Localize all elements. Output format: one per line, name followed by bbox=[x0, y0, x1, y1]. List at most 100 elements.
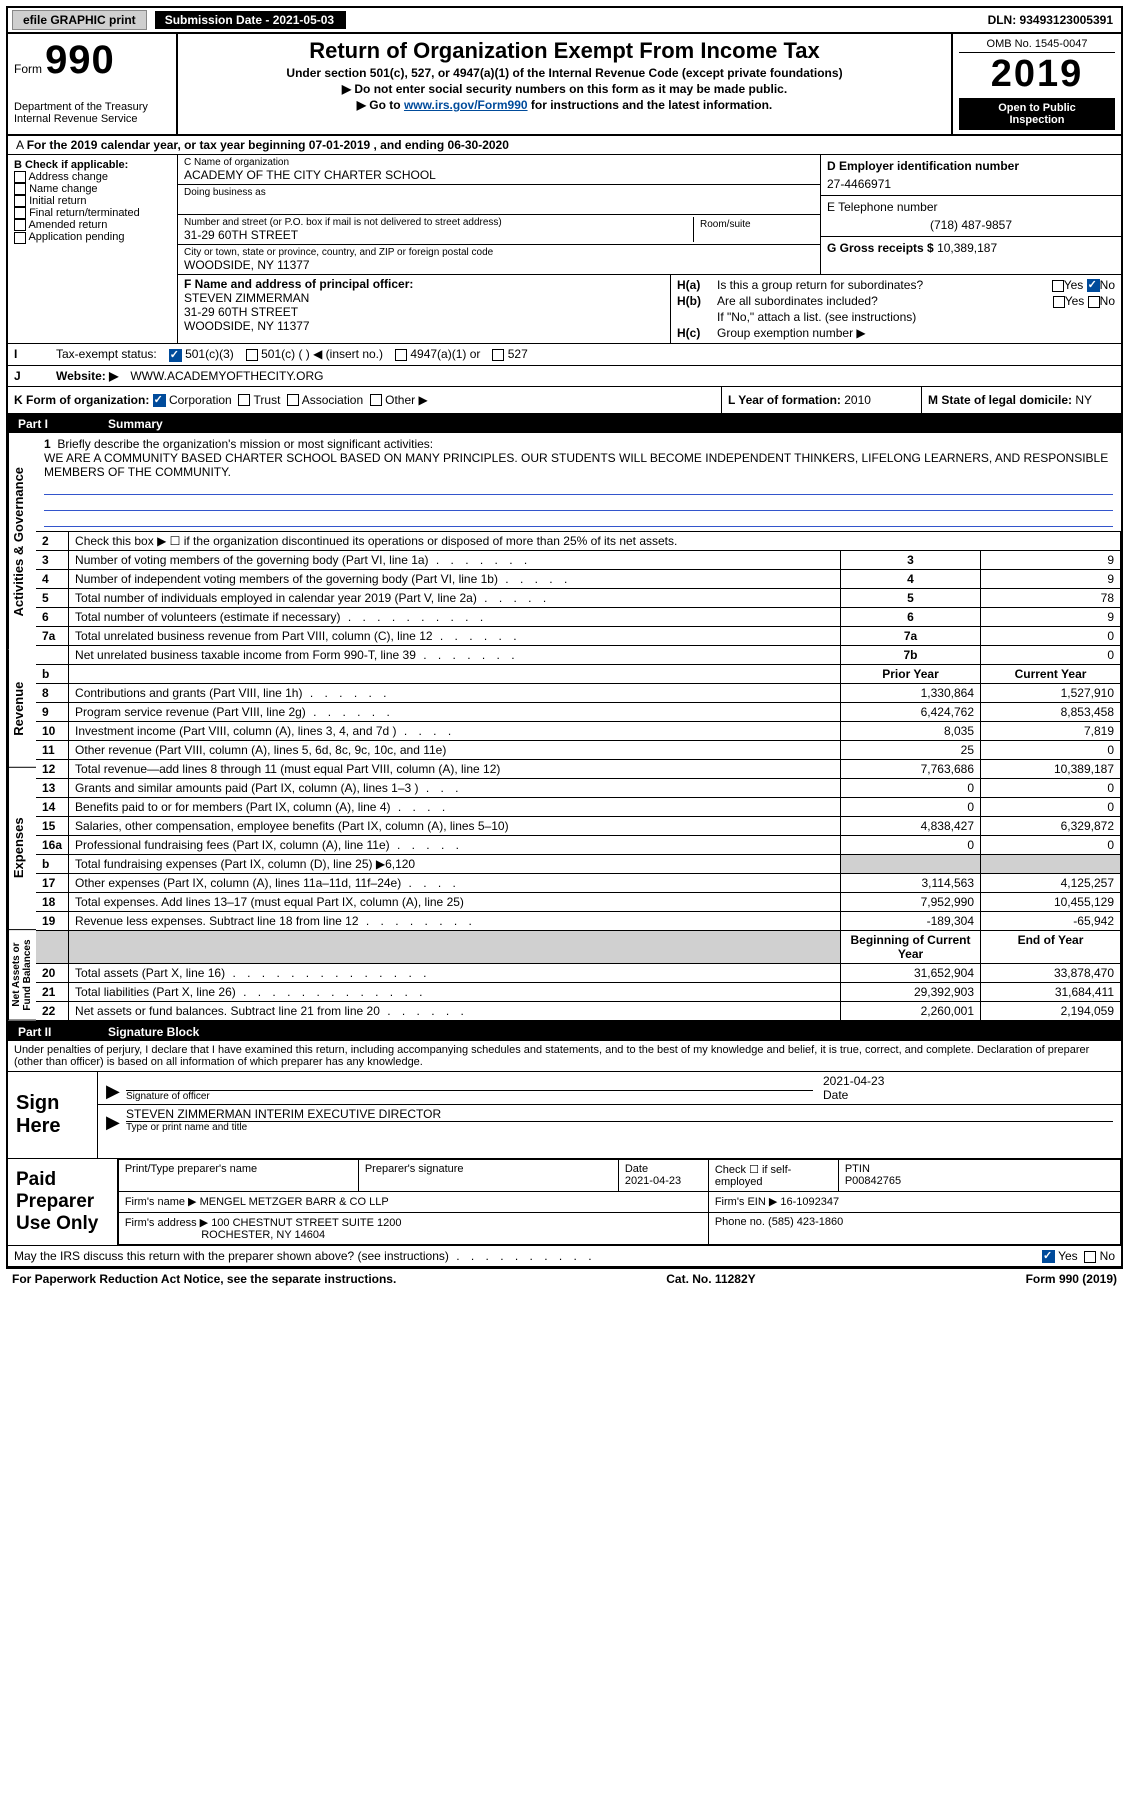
cb-address-change[interactable] bbox=[14, 171, 26, 183]
mission-text: WE ARE A COMMUNITY BASED CHARTER SCHOOL … bbox=[44, 451, 1108, 479]
cb-amended[interactable] bbox=[14, 219, 26, 231]
firm-name: MENGEL METZGER BARR & CO LLP bbox=[200, 1196, 389, 1208]
firm-phone: (585) 423-1860 bbox=[768, 1216, 843, 1228]
part2-body: Under penalties of perjury, I declare th… bbox=[6, 1041, 1123, 1268]
cb-corporation[interactable] bbox=[153, 394, 166, 407]
cb-initial-return[interactable] bbox=[14, 195, 26, 207]
year-formation: L Year of formation: 2010 bbox=[721, 387, 921, 413]
entity-section: A For the 2019 calendar year, or tax yea… bbox=[6, 136, 1123, 415]
sig-date-label: Date bbox=[823, 1088, 1113, 1102]
cb-other[interactable] bbox=[370, 394, 382, 406]
form-number: 990 bbox=[45, 38, 115, 82]
form-label: Form bbox=[14, 62, 42, 76]
gross-receipts-value: 10,389,187 bbox=[937, 241, 997, 255]
irs-link[interactable]: www.irs.gov/Form990 bbox=[404, 98, 528, 112]
cb-association[interactable] bbox=[287, 394, 299, 406]
cb-app-pending[interactable] bbox=[14, 232, 26, 244]
header-right: OMB No. 1545-0047 2019 Open to Public In… bbox=[951, 34, 1121, 134]
ein-label: D Employer identification number bbox=[827, 159, 1115, 173]
discuss-row: May the IRS discuss this return with the… bbox=[8, 1245, 1121, 1266]
declaration-text: Under penalties of perjury, I declare th… bbox=[8, 1041, 1121, 1072]
dba-label: Doing business as bbox=[184, 187, 814, 198]
subtitle-3: ▶ Go to www.irs.gov/Form990 for instruct… bbox=[184, 98, 945, 112]
sig-date-value: 2021-04-23 bbox=[823, 1074, 1113, 1088]
header-center: Return of Organization Exempt From Incom… bbox=[178, 34, 951, 134]
form-header: Form 990 Department of the Treasury Inte… bbox=[6, 34, 1123, 136]
print-name-label: Type or print name and title bbox=[126, 1121, 1113, 1133]
officer-addr1: 31-29 60TH STREET bbox=[184, 305, 664, 319]
cb-501c3[interactable] bbox=[169, 349, 182, 362]
part1-header: Part I Summary bbox=[6, 415, 1123, 433]
part2-header: Part II Signature Block bbox=[6, 1023, 1123, 1041]
tax-status-row: I Tax-exempt status: 501(c)(3) 501(c) ( … bbox=[8, 343, 1121, 364]
cb-discuss-no[interactable] bbox=[1084, 1251, 1096, 1263]
tax-year-line: A For the 2019 calendar year, or tax yea… bbox=[8, 136, 1121, 155]
form-title: Return of Organization Exempt From Incom… bbox=[184, 38, 945, 64]
vtab-expenses: Expenses bbox=[8, 767, 36, 930]
c-name-label: C Name of organization bbox=[184, 157, 814, 168]
line1-mission: 1 Briefly describe the organization's mi… bbox=[36, 433, 1121, 532]
paid-preparer-block: Paid Preparer Use Only Print/Type prepar… bbox=[8, 1158, 1121, 1245]
cb-ha-no[interactable] bbox=[1087, 279, 1100, 292]
cb-hb-yes[interactable] bbox=[1053, 296, 1065, 308]
cb-501c[interactable] bbox=[246, 349, 258, 361]
cb-4947[interactable] bbox=[395, 349, 407, 361]
website-row: J Website: ▶ WWW.ACADEMYOFTHECITY.ORG bbox=[8, 365, 1121, 386]
dln-label: DLN: 93493123005391 bbox=[980, 11, 1121, 29]
governance-table: 2Check this box ▶ ☐ if the organization … bbox=[36, 532, 1121, 1021]
b-label: B Check if applicable: bbox=[14, 159, 171, 171]
footer-left: For Paperwork Reduction Act Notice, see … bbox=[12, 1272, 396, 1286]
irs-label: Internal Revenue Service bbox=[14, 113, 170, 125]
col-h-group: H(a) Is this a group return for subordin… bbox=[671, 275, 1121, 343]
col-b-checkboxes: B Check if applicable: Address change Na… bbox=[8, 155, 178, 343]
tax-year: 2019 bbox=[959, 53, 1115, 96]
firm-ein: 16-1092347 bbox=[780, 1196, 839, 1208]
vtab-net-assets: Net Assets or Fund Balances bbox=[8, 930, 36, 1021]
form-of-org: K Form of organization: Corporation Trus… bbox=[8, 387, 721, 413]
ein-value: 27-4466971 bbox=[827, 177, 1115, 191]
line2-text: Check this box ▶ ☐ if the organization d… bbox=[69, 532, 1121, 551]
cb-527[interactable] bbox=[492, 349, 504, 361]
officer-name: STEVEN ZIMMERMAN bbox=[184, 291, 664, 305]
cb-hb-no[interactable] bbox=[1088, 296, 1100, 308]
vtab-revenue: Revenue bbox=[8, 650, 36, 768]
cb-name-change[interactable] bbox=[14, 183, 26, 195]
sign-here-label: Sign Here bbox=[8, 1072, 98, 1158]
state-domicile: M State of legal domicile: NY bbox=[921, 387, 1121, 413]
paid-preparer-table: Print/Type preparer's name Preparer's si… bbox=[118, 1159, 1121, 1245]
city-state-zip: WOODSIDE, NY 11377 bbox=[184, 258, 814, 272]
officer-addr2: WOODSIDE, NY 11377 bbox=[184, 319, 664, 333]
header-left: Form 990 Department of the Treasury Inte… bbox=[8, 34, 178, 134]
room-label: Room/suite bbox=[700, 219, 808, 230]
cb-ha-yes[interactable] bbox=[1052, 280, 1064, 292]
top-bar: efile GRAPHIC print Submission Date - 20… bbox=[6, 6, 1123, 34]
submission-date-btn[interactable]: Submission Date - 2021-05-03 bbox=[155, 11, 346, 29]
part1-body: Activities & Governance Revenue Expenses… bbox=[6, 433, 1123, 1023]
cb-trust[interactable] bbox=[238, 394, 250, 406]
officer-print-name: STEVEN ZIMMERMAN INTERIM EXECUTIVE DIREC… bbox=[126, 1107, 1113, 1121]
subtitle-1: Under section 501(c), 527, or 4947(a)(1)… bbox=[184, 66, 945, 80]
cb-discuss-yes[interactable] bbox=[1042, 1250, 1055, 1263]
city-label: City or town, state or province, country… bbox=[184, 247, 814, 258]
firm-address: 100 CHESTNUT STREET SUITE 1200 bbox=[211, 1217, 401, 1229]
vtab-activities: Activities & Governance bbox=[8, 433, 36, 650]
open-public-badge: Open to Public Inspection bbox=[959, 98, 1115, 130]
omb-number: OMB No. 1545-0047 bbox=[959, 38, 1115, 53]
efile-print-btn[interactable]: efile GRAPHIC print bbox=[12, 10, 147, 30]
footer-right: Form 990 (2019) bbox=[1026, 1272, 1117, 1286]
paid-preparer-label: Paid Preparer Use Only bbox=[8, 1159, 118, 1245]
website-value: WWW.ACADEMYOFTHECITY.ORG bbox=[130, 369, 323, 383]
sign-block: Sign Here ▶ Signature of officer 2021-04… bbox=[8, 1072, 1121, 1158]
cb-final-return[interactable] bbox=[14, 207, 26, 219]
sign-arrow-icon: ▶ bbox=[106, 1081, 126, 1102]
firm-city: ROCHESTER, NY 14604 bbox=[201, 1229, 325, 1241]
phone-label: E Telephone number bbox=[827, 200, 1115, 214]
org-name: ACADEMY OF THE CITY CHARTER SCHOOL bbox=[184, 168, 814, 182]
dept-treasury: Department of the Treasury bbox=[14, 101, 170, 113]
street-address: 31-29 60TH STREET bbox=[184, 228, 693, 242]
col-deg: D Employer identification number 27-4466… bbox=[821, 155, 1121, 274]
col-c: C Name of organization ACADEMY OF THE CI… bbox=[178, 155, 821, 274]
sign-arrow-icon-2: ▶ bbox=[106, 1112, 126, 1133]
subtitle-2: ▶ Do not enter social security numbers o… bbox=[184, 82, 945, 96]
sig-officer-label: Signature of officer bbox=[126, 1090, 813, 1102]
